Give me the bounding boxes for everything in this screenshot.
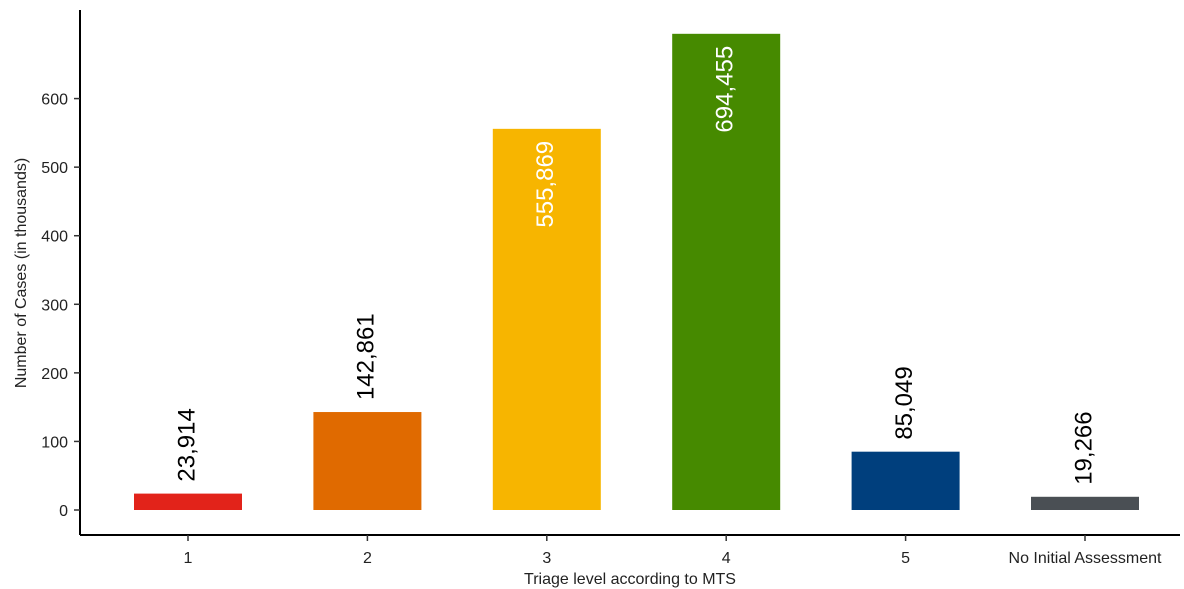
y-tick-label: 500	[41, 160, 68, 177]
bar-value-label: 142,861	[353, 313, 380, 400]
bar	[851, 451, 960, 510]
y-axis-title: Number of Cases (in thousands)	[13, 158, 30, 388]
bar	[1031, 496, 1139, 510]
y-axis: 0 100 200 300 400 500 600	[41, 10, 81, 535]
bar-value-label: 694,455	[712, 46, 739, 133]
x-tick-label: 2	[363, 550, 372, 567]
y-tick-label: 600	[41, 92, 68, 109]
bars	[134, 33, 1139, 511]
y-tick-label: 0	[59, 503, 68, 520]
x-tick-label: 1	[184, 550, 193, 567]
bar	[492, 128, 601, 510]
y-tick-label: 100	[41, 434, 68, 451]
y-tick-label: 300	[41, 297, 68, 314]
data-labels: 23,914 142,861 555,869 694,455 85,049 19,266	[173, 46, 1097, 485]
y-tick-label: 400	[41, 229, 68, 246]
x-tick-label: No Initial Assessment	[1009, 550, 1163, 567]
bar	[313, 412, 422, 510]
x-tick-label: 5	[901, 550, 910, 567]
x-axis-title: Triage level according to MTS	[524, 571, 736, 588]
bar-value-label: 85,049	[891, 366, 918, 439]
bar-value-label: 23,914	[173, 408, 200, 481]
x-tick-label: 3	[542, 550, 551, 567]
bar-value-label: 555,869	[532, 141, 559, 228]
bar	[672, 33, 781, 511]
bar	[134, 493, 242, 510]
y-tick-label: 200	[41, 366, 68, 383]
x-axis: 1 2 3 4 5 No Initial Assessment	[80, 534, 1180, 567]
x-tick-label: 4	[722, 550, 731, 567]
bar-value-label: 19,266	[1070, 411, 1097, 484]
